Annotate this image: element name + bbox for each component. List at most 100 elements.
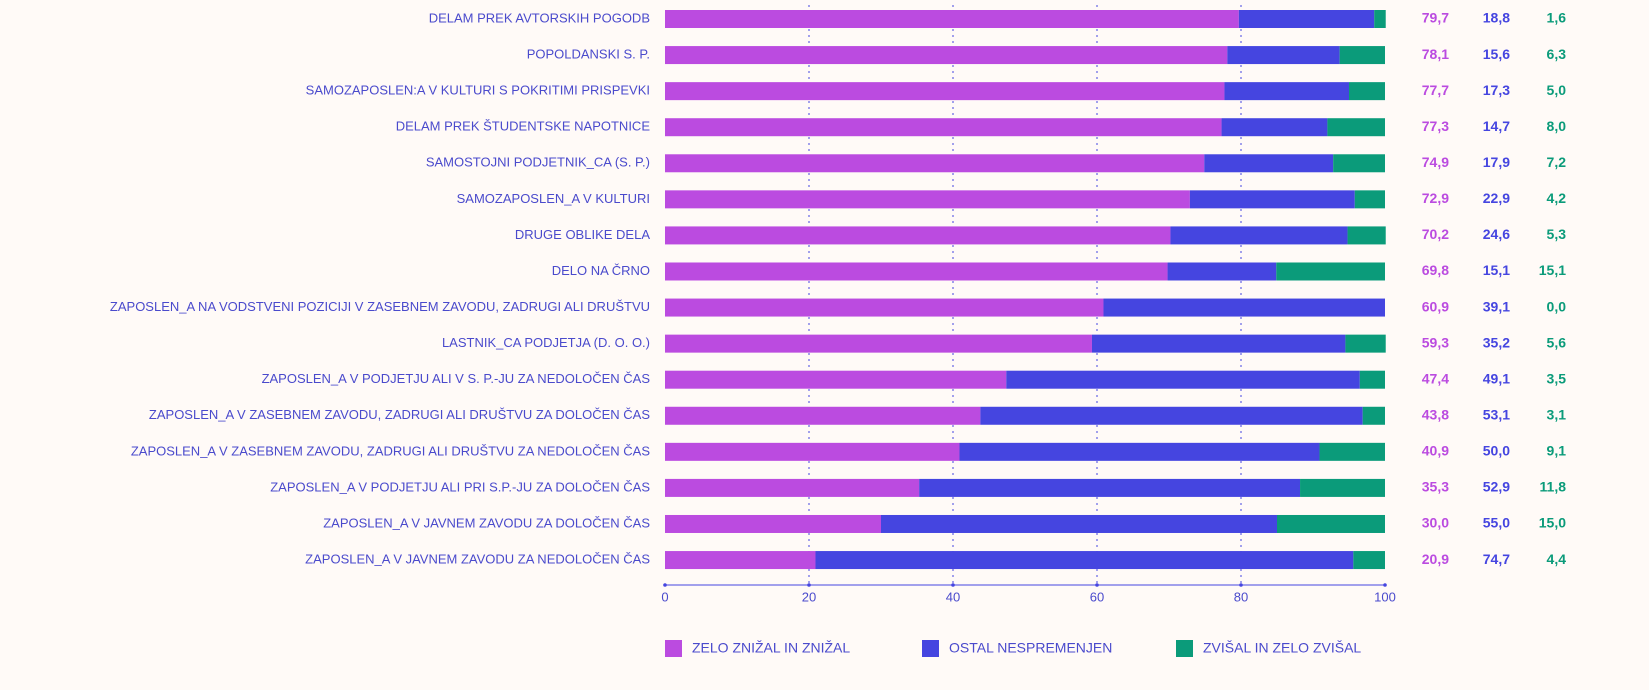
category-label: ZAPOSLEN_A V PODJETJU ALI PRI S.P.-JU ZA… [270, 479, 650, 494]
bar-segment [1319, 442, 1385, 461]
category-label: ZAPOSLEN_A V ZASEBNEM ZAVODU, ZADRUGI AL… [149, 407, 650, 422]
x-tick-label: 80 [1234, 589, 1248, 604]
bar-segment [919, 478, 1301, 497]
value-label: 4,4 [1547, 551, 1567, 567]
value-label: 53,1 [1483, 406, 1510, 422]
bar-segment [665, 370, 1007, 389]
value-label: 24,6 [1483, 226, 1510, 242]
bar-segment [1170, 226, 1348, 245]
bar-segment [959, 442, 1320, 461]
value-label: 15,6 [1483, 46, 1510, 62]
bar-segment [665, 478, 920, 497]
bar-segment [665, 190, 1190, 209]
value-label: 74,9 [1422, 154, 1449, 170]
value-label: 15,1 [1539, 262, 1566, 278]
value-label: 3,1 [1547, 406, 1567, 422]
value-label: 39,1 [1483, 298, 1510, 314]
bar-segment [1167, 262, 1277, 281]
value-label: 47,4 [1422, 370, 1449, 386]
value-label: 22,9 [1483, 190, 1510, 206]
category-label: SAMOZAPOSLEN:A V KULTURI S POKRITIMI PRI… [306, 83, 650, 98]
value-label: 60,9 [1422, 298, 1449, 314]
bar-segment [1189, 190, 1355, 209]
x-tick-label: 0 [661, 589, 668, 604]
bar-segment [1276, 262, 1385, 281]
value-label: 52,9 [1483, 479, 1510, 495]
bar-segment [1006, 370, 1360, 389]
value-label: 43,8 [1422, 406, 1449, 422]
bar-segment [665, 154, 1205, 173]
value-label: 18,8 [1483, 10, 1510, 26]
bar-segment [881, 514, 1277, 533]
category-label: ZAPOSLEN_A V JAVNEM ZAVODU ZA DOLOČEN ČA… [323, 515, 650, 530]
value-label: 17,3 [1483, 82, 1510, 98]
bar-segment [1300, 478, 1385, 497]
value-label: 20,9 [1422, 551, 1449, 567]
category-label: POPOLDANSKI S. P. [527, 47, 650, 62]
value-label: 14,7 [1483, 118, 1510, 134]
value-label: 15,1 [1483, 262, 1510, 278]
bar-segment [1349, 82, 1385, 101]
bar-segment [1374, 10, 1386, 28]
value-label: 50,0 [1483, 443, 1510, 459]
bar-segment [1327, 118, 1385, 137]
value-label: 3,5 [1547, 370, 1567, 386]
value-label: 49,1 [1483, 370, 1510, 386]
value-label: 72,9 [1422, 190, 1449, 206]
value-label: 70,2 [1422, 226, 1449, 242]
legend-label: OSTAL NESPREMENJEN [949, 640, 1112, 656]
bar-segment [665, 82, 1225, 101]
bar-segment [1277, 514, 1385, 533]
value-label: 77,3 [1422, 118, 1449, 134]
value-label: 30,0 [1422, 515, 1449, 531]
bar-segment [1354, 190, 1385, 209]
bar-segment [1091, 334, 1346, 353]
bar-segment [665, 551, 816, 570]
value-label: 1,6 [1547, 10, 1567, 26]
bar-segment [1339, 46, 1385, 65]
value-label: 74,7 [1483, 551, 1510, 567]
value-label: 59,3 [1422, 334, 1449, 350]
category-label: LASTNIK_CA PODJETJA (D. O. O.) [442, 335, 650, 350]
legend-swatch [665, 640, 682, 657]
bar-segment [665, 514, 881, 533]
value-label: 9,1 [1547, 443, 1567, 459]
value-label: 55,0 [1483, 515, 1510, 531]
legend-swatch [922, 640, 939, 657]
value-label: 79,7 [1422, 10, 1449, 26]
value-label: 17,9 [1483, 154, 1510, 170]
bar-segment [1362, 406, 1385, 425]
value-label: 11,8 [1540, 479, 1567, 495]
bar-segment [1227, 46, 1340, 65]
category-label: ZAPOSLEN_A NA VODSTVENI POZICIJI V ZASEB… [110, 299, 650, 314]
value-label: 15,0 [1539, 515, 1566, 531]
bar-segment [665, 406, 981, 425]
value-label: 7,2 [1547, 154, 1567, 170]
bar-segment [665, 46, 1228, 65]
category-label: DRUGE OBLIKE DELA [515, 227, 650, 242]
value-label: 5,0 [1547, 82, 1567, 98]
value-label: 40,9 [1422, 443, 1449, 459]
bar-segment [1347, 226, 1386, 245]
bar-segment [665, 226, 1171, 245]
bar-segment [1204, 154, 1334, 173]
category-label: SAMOZAPOSLEN_A V KULTURI [457, 191, 650, 206]
legend-swatch [1176, 640, 1193, 657]
x-tick-label: 40 [946, 589, 960, 604]
bar-segment [665, 334, 1092, 353]
value-label: 4,2 [1547, 190, 1567, 206]
value-label: 35,3 [1422, 479, 1449, 495]
category-label: ZAPOSLEN_A V PODJETJU ALI V S. P.-JU ZA … [262, 371, 651, 386]
bar-segment [1238, 10, 1375, 28]
legend-label: ZELO ZNIŽAL IN ZNIŽAL [692, 640, 850, 656]
category-label: DELAM PREK ŠTUDENTSKE NAPOTNICE [396, 119, 651, 134]
x-tick-label: 60 [1090, 589, 1104, 604]
value-label: 8,0 [1547, 118, 1567, 134]
value-label: 35,2 [1483, 334, 1510, 350]
bar-segment [665, 118, 1222, 137]
bar-segment [1221, 118, 1328, 137]
value-label: 77,7 [1422, 82, 1449, 98]
legend-label: ZVIŠAL IN ZELO ZVIŠAL [1203, 640, 1361, 656]
bar-segment [665, 10, 1239, 28]
